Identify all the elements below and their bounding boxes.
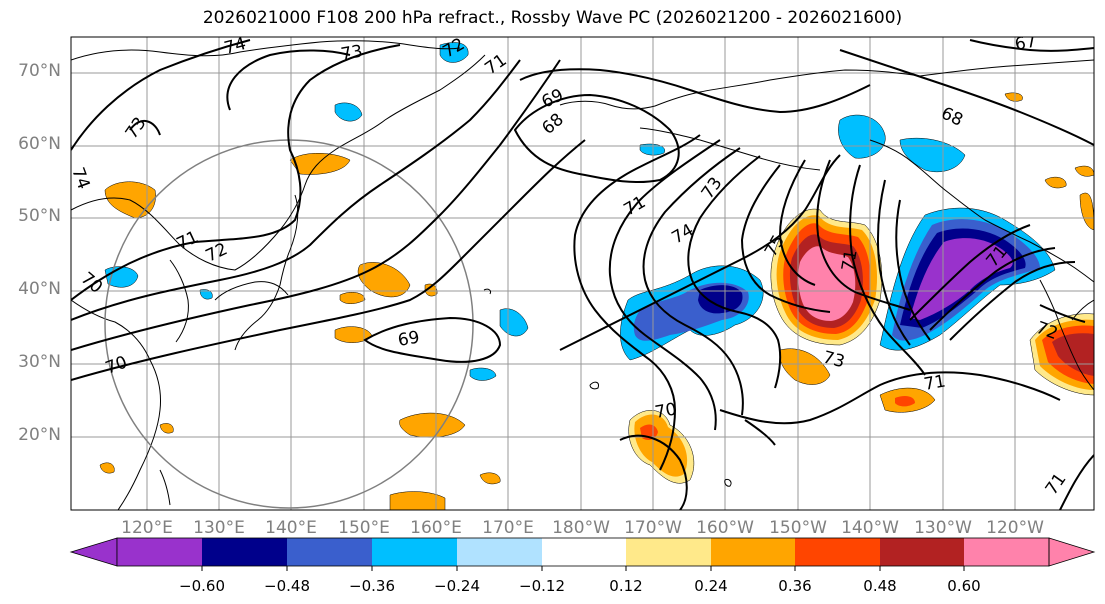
positive-anomaly [399, 412, 466, 438]
longitude-label: 120°E [121, 518, 173, 538]
colorbar-max-extension [1048, 537, 1096, 567]
colorbar-segment [626, 538, 711, 566]
positive-anomaly [1044, 176, 1067, 189]
contour-label: 69 [396, 327, 421, 350]
colorbar-segment [964, 538, 1049, 566]
positive-anomaly [424, 283, 438, 297]
colorbar-segment [372, 538, 457, 566]
positive-anomaly [479, 472, 501, 485]
colorbar-tick-label: 0.48 [863, 577, 897, 595]
contour-label: 73 [339, 41, 364, 64]
anomaly-shading [99, 42, 1094, 510]
refractivity-contours [71, 39, 1094, 510]
negative-anomaly [838, 114, 886, 159]
contour-label: 71 [1042, 470, 1071, 499]
positive-anomaly [1079, 192, 1094, 231]
colorbar [69, 537, 1096, 571]
colorbar-tick-label: 0.12 [609, 577, 643, 595]
latitude-label: 60°N [18, 134, 61, 154]
contour-label: 73 [122, 114, 151, 143]
latitude-label: 20°N [18, 425, 61, 445]
longitude-label: 150°E [338, 518, 390, 538]
contour-label: 71 [481, 50, 510, 79]
colorbar-segment [202, 538, 287, 566]
colorbar-tick-label: −0.36 [349, 577, 395, 595]
colorbar-segment [542, 538, 626, 566]
colorbar-tick-label: −0.48 [264, 577, 310, 595]
contour-label: 71 [922, 371, 947, 394]
positive-anomaly [289, 153, 351, 175]
colorbar-segment [287, 538, 372, 566]
contour-label: 71 [838, 248, 861, 273]
negative-anomaly [199, 289, 213, 300]
longitude-label: 170°W [624, 518, 682, 538]
positive-anomaly [357, 262, 411, 298]
longitude-label: 180°W [552, 518, 610, 538]
latitude-label: 70°N [18, 61, 61, 81]
colorbar-tick-label: 0.36 [778, 577, 812, 595]
negative-anomaly [499, 308, 529, 337]
negative-anomaly [469, 367, 497, 381]
colorbar-tick-label: 0.24 [694, 577, 728, 595]
latitude-label: 40°N [18, 279, 61, 299]
positive-anomaly [895, 395, 915, 407]
latitude-label: 50°N [18, 206, 61, 226]
positive-anomaly [339, 292, 366, 304]
colorbar-segment [117, 538, 202, 566]
positive-anomaly [389, 491, 446, 510]
latitude-label: 30°N [18, 352, 61, 372]
positive-anomaly [159, 423, 174, 434]
colorbar-segment [880, 538, 964, 566]
contour-label: 74 [222, 34, 248, 59]
negative-anomaly [899, 137, 966, 173]
colorbar-segment [795, 538, 880, 566]
contour-label: 70 [653, 399, 678, 422]
colorbar-min-extension [69, 537, 118, 567]
longitude-label: 120°W [986, 518, 1044, 538]
positive-anomaly [798, 246, 856, 321]
positive-anomaly [1004, 92, 1023, 102]
contour-label: 69 [539, 85, 567, 112]
colorbar-segment [711, 538, 795, 566]
colorbar-segment [457, 538, 542, 566]
longitude-label: 160°W [696, 518, 754, 538]
longitude-label: 150°W [769, 518, 827, 538]
map-frame [70, 36, 1095, 511]
positive-anomaly [779, 348, 831, 385]
contour-label: 67 [1013, 31, 1038, 54]
reference-circle [104, 139, 474, 509]
negative-anomaly [910, 238, 1013, 320]
colorbar-tick-label: 0.60 [947, 577, 981, 595]
positive-anomaly [99, 462, 115, 474]
contour-label: 68 [538, 110, 567, 139]
positive-anomaly [1074, 165, 1094, 177]
contour-label: 74 [669, 220, 698, 248]
negative-anomaly [334, 102, 363, 122]
coastlines [71, 40, 1094, 510]
longitude-label: 140°E [265, 518, 317, 538]
longitude-label: 130°E [193, 518, 245, 538]
colorbar-tick-label: −0.24 [434, 577, 480, 595]
longitude-label: 140°W [841, 518, 899, 538]
contour-label: 74 [67, 165, 93, 192]
longitude-label: 130°W [914, 518, 972, 538]
contour-label: 73 [698, 174, 727, 203]
longitude-label: 160°E [410, 518, 462, 538]
contour-label: 68 [938, 103, 966, 130]
longitude-label: 170°E [482, 518, 534, 538]
colorbar-tick-label: −0.12 [519, 577, 565, 595]
contour-label: 71 [174, 227, 202, 254]
figure-title: 2026021000 F108 200 hPa refract., Rossby… [202, 8, 903, 28]
negative-anomaly [439, 42, 469, 63]
colorbar-tick-label: −0.60 [179, 577, 225, 595]
contour-label: 70 [103, 353, 130, 379]
negative-anomaly [698, 285, 743, 314]
